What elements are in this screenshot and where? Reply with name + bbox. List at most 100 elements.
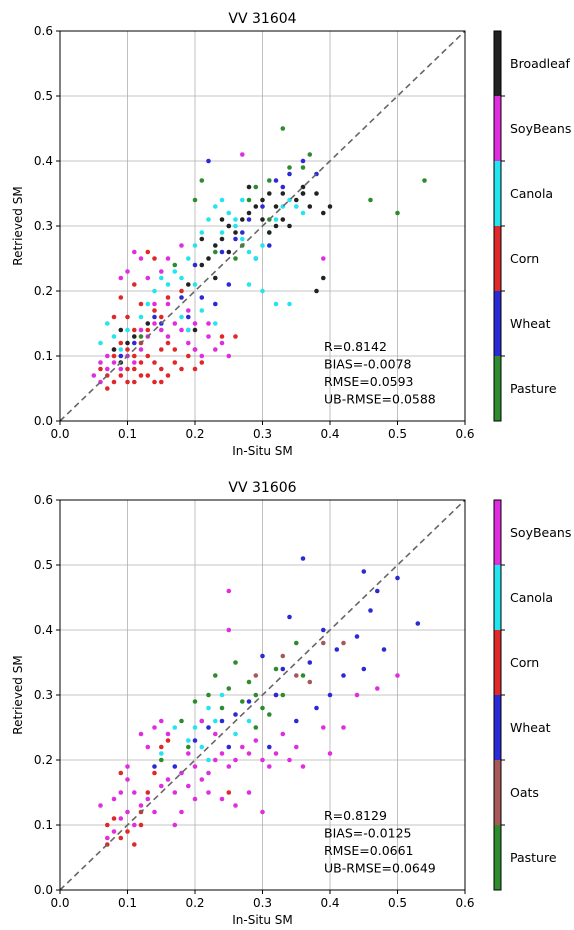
data-point [179,366,184,372]
data-point [280,217,286,222]
data-point [159,783,164,789]
x-tick-label: 0.5 [388,427,407,441]
data-point [226,686,232,691]
scatter-panel-1: 0.0 0.1 0.2 0.3 0.4 0.5 0.6 0.0 0.1 0.2 0.3 0.4 0.5 0… [11,11,571,458]
data-point [186,256,191,261]
data-point [165,373,171,378]
data-point [260,243,265,248]
data-point [145,327,151,333]
data-point [132,790,137,795]
series-corn [105,738,232,847]
data-point [152,301,157,307]
data-point [111,334,117,339]
data-point [132,366,137,372]
data-point [321,210,326,216]
data-point [179,275,184,281]
data-point [132,822,137,828]
data-point [186,744,191,750]
data-point [152,308,157,313]
data-point [226,764,232,769]
data-point [334,647,340,652]
data-point [219,751,225,756]
data-point [213,301,218,307]
data-point [327,692,333,698]
data-point [240,230,245,235]
data-point [294,640,299,646]
data-point [253,673,259,678]
y-tick-label: 0.6 [34,493,53,507]
data-point [98,360,103,365]
data-point [253,692,259,698]
data-point [138,373,144,378]
data-point [240,152,245,157]
data-point [321,275,326,281]
data-point [105,321,110,326]
data-point [233,660,238,665]
data-point [118,347,124,352]
data-point [246,790,252,795]
y-tick-label: 0.2 [34,284,53,298]
stats-annotation: BIAS=-0.0078 [324,357,412,372]
y-tick-label: 0.6 [34,24,53,38]
data-point [321,640,326,646]
data-point [260,705,265,711]
series-wheat [152,556,421,769]
x-tick-label: 0.6 [455,427,474,441]
data-point [152,360,157,365]
data-point [91,373,97,378]
data-point [321,256,326,261]
stats-annotation: RMSE=0.0661 [324,843,414,858]
data-point [213,204,218,209]
data-point [192,725,198,730]
data-point [138,256,144,261]
colorbar-segment [494,226,501,291]
colorbar-frame [493,30,502,422]
colorbar-label: Canola [510,186,553,201]
data-point [246,217,252,222]
data-point [287,171,292,177]
data-point [132,334,137,339]
data-point [219,692,225,698]
data-point [321,627,326,633]
y-tick-label: 0.1 [34,818,53,832]
data-point [125,809,130,815]
data-point [159,744,164,750]
data-point [253,204,259,209]
data-point [314,705,319,711]
data-point [179,288,184,294]
data-point [226,790,232,795]
data-point [105,386,110,391]
data-point [186,353,191,359]
data-point [138,347,144,352]
data-point [111,379,117,385]
data-point [125,269,130,274]
data-point [219,217,225,222]
data-point [145,301,151,307]
data-point [233,236,238,242]
data-point [111,796,117,802]
data-point [267,191,272,196]
data-point [125,777,130,782]
data-point [240,197,245,203]
data-point [125,379,130,385]
data-point [300,191,306,196]
y-axis-label: Retrieved SM [11,655,25,734]
data-point [172,262,178,268]
data-point [287,757,292,763]
data-point [159,366,164,372]
data-point [125,327,130,333]
data-point [253,738,259,743]
data-point [179,314,184,320]
data-point [233,757,238,763]
data-point [125,347,130,352]
data-point [273,692,279,698]
data-point [206,321,211,326]
data-point [118,275,124,281]
colorbar-segment [494,565,501,630]
data-point [246,249,252,255]
data-point [145,796,151,802]
data-point [199,262,205,268]
data-point [246,751,252,756]
data-point [125,829,130,834]
series-canola [159,692,252,776]
